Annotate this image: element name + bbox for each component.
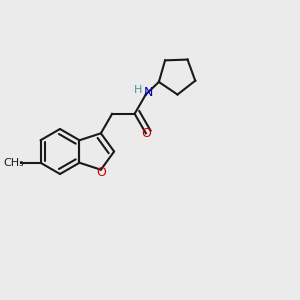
Text: O: O	[141, 127, 151, 140]
Text: H: H	[134, 85, 142, 95]
Text: CH₃: CH₃	[4, 158, 24, 168]
Text: O: O	[96, 166, 106, 179]
Text: N: N	[144, 86, 154, 99]
